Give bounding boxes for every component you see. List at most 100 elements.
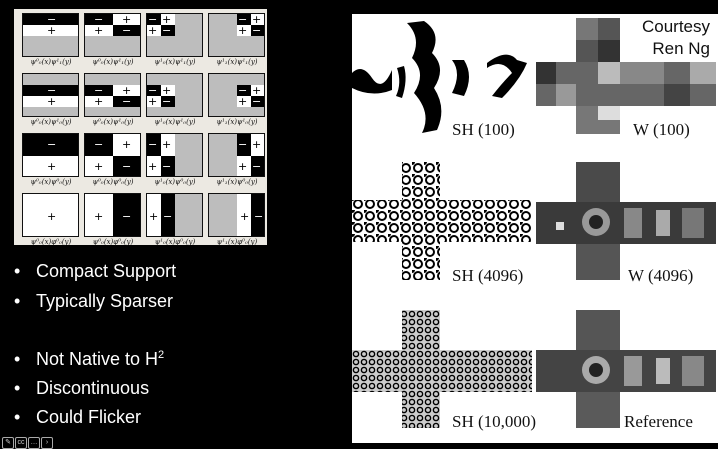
haar-basis-cell: − + + − ψ¹₀(x)ψ¹₁(y)	[146, 13, 203, 66]
haar-basis-cell: + ψ⁰₀(x)φ⁰₀(y)	[22, 193, 79, 246]
label-reference: Reference	[624, 412, 693, 431]
plus-sign: +	[148, 160, 158, 173]
haar-basis-caption: ψ⁰₀(x)ψ¹₀(y)	[92, 118, 134, 126]
minus-sign: −	[148, 84, 158, 97]
courtesy-credit: Courtesy Ren Ng	[641, 17, 710, 58]
w-4096-cubemap	[536, 162, 716, 280]
minus-sign: −	[162, 95, 172, 108]
haar-basis-cell: − + ψ⁰₀(x)ψ¹₁(y)	[22, 13, 79, 66]
haar-basis-cell: − + ψ⁰₀(x)ψ¹₀(y)	[22, 73, 79, 126]
haar-basis-caption: ψ¹₁(x)ψ¹₁(y)	[216, 58, 258, 66]
minus-sign: −	[238, 84, 248, 97]
pen-icon[interactable]: ✎	[2, 437, 14, 449]
minus-sign: −	[162, 160, 172, 173]
minus-sign: −	[122, 160, 132, 173]
plus-sign: +	[94, 210, 104, 223]
plus-sign: +	[238, 95, 248, 108]
haar-basis-figure: − + ψ⁰₀(x)ψ¹₁(y) − + + − ψ⁰₀(x)ψ¹₁(y) − + + − ψ¹₀(x)…	[14, 9, 267, 246]
plus-sign: +	[47, 24, 57, 37]
haar-basis-caption: ψ¹₀(x)ψ¹₁(y)	[154, 58, 196, 66]
bullet-compact-support: • Compact Support	[14, 261, 177, 281]
haar-basis-cell: + − ψ¹₀(x)φ⁰₀(y)	[146, 193, 203, 246]
plus-sign: +	[47, 160, 57, 173]
label-sh-100: SH (100)	[452, 120, 515, 139]
haar-basis-caption: ψ⁰₀(x)ψ⁰₀(y)	[30, 178, 72, 186]
plus-sign: +	[148, 95, 158, 108]
haar-basis-cell: − + + − ψ⁰₀(x)ψ⁰₀(y)	[84, 133, 141, 186]
haar-basis-cell: − + + − ψ¹₁(x)ψ¹₁(y)	[208, 13, 265, 66]
haar-basis-caption: ψ⁰₀(x)φ⁰₀(y)	[30, 238, 72, 246]
minus-sign: −	[163, 210, 173, 223]
minus-sign: −	[94, 13, 104, 26]
minus-sign: −	[47, 138, 57, 151]
plus-sign: +	[162, 84, 172, 97]
plus-sign: +	[252, 138, 262, 151]
plus-sign: +	[240, 210, 250, 223]
minus-sign: −	[252, 24, 262, 37]
reference-cubemap	[536, 310, 716, 428]
plus-sign: +	[122, 84, 132, 97]
next-icon[interactable]: ›	[41, 437, 53, 449]
haar-basis-cell: − + + − ψ¹₁(x)ψ⁰₀(y)	[208, 133, 265, 186]
haar-basis-caption: ψ⁰₀(x)ψ⁰₀(y)	[92, 178, 134, 186]
haar-basis-cell: − + + − ψ⁰₀(x)ψ¹₀(y)	[84, 73, 141, 126]
minus-sign: −	[148, 13, 158, 26]
haar-basis-caption: ψ¹₁(x)ψ⁰₀(y)	[216, 178, 258, 186]
minus-sign: −	[162, 24, 172, 37]
haar-basis-caption: ψ¹₀(x)ψ⁰₀(y)	[154, 178, 196, 186]
haar-basis-caption: ψ¹₁(x)ψ¹₀(y)	[216, 118, 258, 126]
haar-basis-cell: − + + − ψ¹₀(x)ψ¹₀(y)	[146, 73, 203, 126]
haar-basis-cell: − + + − ψ¹₁(x)ψ¹₀(y)	[208, 73, 265, 126]
plus-sign: +	[94, 24, 104, 37]
plus-sign: +	[47, 95, 57, 108]
plus-sign: +	[94, 160, 104, 173]
haar-basis-caption: ψ⁰₀(x)ψ¹₀(y)	[30, 118, 72, 126]
haar-basis-caption: ψ⁰₀(x)ψ¹₁(y)	[30, 58, 72, 66]
sh-10000-cubemap	[352, 310, 532, 428]
plus-sign: +	[162, 13, 172, 26]
haar-basis-cell: + − ψ¹₁(x)φ⁰₀(y)	[208, 193, 265, 246]
haar-basis-caption: ψ⁰₀(x)φ⁰₀(y)	[92, 238, 134, 246]
minus-sign: −	[252, 160, 262, 173]
plus-sign: +	[149, 210, 159, 223]
more-icon[interactable]: …	[28, 437, 40, 449]
minus-sign: −	[122, 95, 132, 108]
haar-basis-caption: ψ⁰₀(x)ψ¹₁(y)	[92, 58, 134, 66]
captions-icon[interactable]: cc	[15, 437, 27, 449]
presenter-toolbar: ✎ cc… ›	[2, 431, 54, 449]
sh-100-cubemap	[352, 18, 532, 136]
minus-sign: −	[148, 138, 158, 151]
minus-sign: −	[238, 138, 248, 151]
bullet-typically-sparser: • Typically Sparser	[14, 291, 174, 311]
plus-sign: +	[238, 160, 248, 173]
haar-basis-cell: − + + − ψ⁰₀(x)ψ¹₁(y)	[84, 13, 141, 66]
minus-sign: −	[254, 210, 264, 223]
minus-sign: −	[252, 95, 262, 108]
bullet-discontinuous: • Discontinuous	[14, 378, 150, 398]
bullet-not-native: • Not Native to H2	[14, 349, 165, 369]
sh-4096-cubemap	[352, 162, 532, 280]
minus-sign: −	[94, 84, 104, 97]
haar-basis-caption: ψ¹₀(x)φ⁰₀(y)	[154, 238, 196, 246]
plus-sign: +	[148, 24, 158, 37]
label-w-100: W (100)	[633, 120, 690, 139]
plus-sign: +	[252, 84, 262, 97]
plus-sign: +	[252, 13, 262, 26]
label-sh-10000: SH (10,000)	[452, 412, 537, 431]
label-sh-4096: SH (4096)	[452, 266, 524, 285]
comparison-figure: Courtesy Ren Ng SH (100) W (100)	[352, 14, 718, 443]
plus-sign: +	[122, 138, 132, 151]
w-100-cubemap	[536, 18, 716, 134]
minus-sign: −	[47, 84, 57, 97]
haar-basis-cell: + − ψ⁰₀(x)φ⁰₀(y)	[84, 193, 141, 246]
haar-basis-caption: ψ¹₁(x)φ⁰₀(y)	[216, 238, 258, 246]
minus-sign: −	[122, 24, 132, 37]
plus-sign: +	[47, 210, 57, 223]
minus-sign: −	[238, 13, 248, 26]
label-w-4096: W (4096)	[628, 266, 694, 285]
plus-sign: +	[122, 13, 132, 26]
minus-sign: −	[94, 138, 104, 151]
bullet-could-flicker: • Could Flicker	[14, 407, 142, 427]
plus-sign: +	[162, 138, 172, 151]
minus-sign: −	[122, 210, 132, 223]
